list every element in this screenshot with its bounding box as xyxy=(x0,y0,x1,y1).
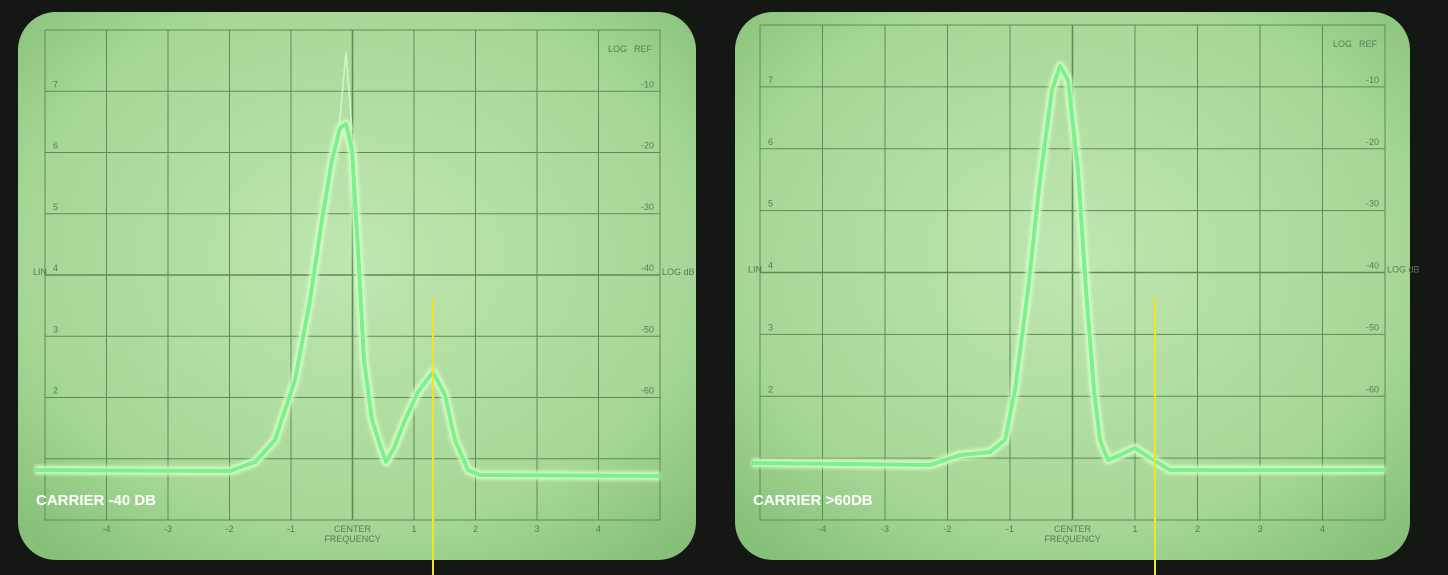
corner-label: REF xyxy=(634,44,653,54)
left-label: 3 xyxy=(768,322,773,332)
left-label: 7 xyxy=(768,75,773,85)
x-label-sub: FREQUENCY xyxy=(1044,534,1101,544)
right-axis-label: LOG dB xyxy=(1387,265,1420,275)
right-label: -50 xyxy=(1366,322,1379,332)
x-label: 1 xyxy=(1132,524,1137,534)
x-label: 4 xyxy=(1320,524,1325,534)
x-label: -4 xyxy=(102,524,110,534)
left-label: 2 xyxy=(53,386,58,396)
left-label: 6 xyxy=(768,137,773,147)
x-label: 2 xyxy=(473,524,478,534)
caption: CARRIER -40 DB xyxy=(36,492,156,509)
x-label: 2 xyxy=(1195,524,1200,534)
right-label: -30 xyxy=(641,202,654,212)
left-label: 4 xyxy=(53,263,58,273)
screen-panel: -4 -3 -2 -1 CENTER 1 2 3 4 FREQUENCY 7 6 5 4 3 2 -10 -20 -… xyxy=(18,12,696,575)
right-label: -20 xyxy=(641,141,654,151)
x-label-sub: FREQUENCY xyxy=(324,534,381,544)
corner-label: LOG xyxy=(608,44,627,54)
right-label: -60 xyxy=(641,386,654,396)
left-label: 7 xyxy=(53,79,58,89)
right-label: -40 xyxy=(1366,261,1379,271)
x-label: 1 xyxy=(411,524,416,534)
x-label: 4 xyxy=(596,524,601,534)
corner-label: REF xyxy=(1359,39,1378,49)
left-label: 5 xyxy=(768,199,773,209)
right-label: -60 xyxy=(1366,384,1379,394)
x-label: CENTER xyxy=(334,524,372,534)
x-label: 3 xyxy=(534,524,539,534)
right-label: -50 xyxy=(641,324,654,334)
left-label: 5 xyxy=(53,202,58,212)
x-label: -1 xyxy=(1006,524,1014,534)
x-label: -1 xyxy=(287,524,295,534)
left-label: 4 xyxy=(768,261,773,271)
x-label: -3 xyxy=(881,524,889,534)
right-label: -10 xyxy=(641,79,654,89)
x-label: -4 xyxy=(818,524,826,534)
left-label: 3 xyxy=(53,324,58,334)
x-label: -2 xyxy=(943,524,951,534)
x-label: -2 xyxy=(225,524,233,534)
corner-label: LOG xyxy=(1333,39,1352,49)
left-axis-label: LIN xyxy=(33,267,47,277)
oscilloscope-photo: -4 -3 -2 -1 CENTER 1 2 3 4 FREQUENCY 7 6 5 4 3 2 -10 -20 -… xyxy=(0,0,1448,575)
screen-panel: -4 -3 -2 -1 CENTER 1 2 3 4 FREQUENCY 7 6 5 4 3 2 -10 -20 -… xyxy=(735,12,1420,575)
right-label: -30 xyxy=(1366,199,1379,209)
right-label: -10 xyxy=(1366,75,1379,85)
right-label: -40 xyxy=(641,263,654,273)
right-label: -20 xyxy=(1366,137,1379,147)
x-label: CENTER xyxy=(1054,524,1092,534)
x-label: 3 xyxy=(1257,524,1262,534)
caption: CARRIER >60DB xyxy=(753,492,873,509)
left-label: 6 xyxy=(53,141,58,151)
x-label: -3 xyxy=(164,524,172,534)
right-axis-label: LOG dB xyxy=(662,267,695,277)
left-axis-label: LIN xyxy=(748,265,762,275)
left-label: 2 xyxy=(768,384,773,394)
